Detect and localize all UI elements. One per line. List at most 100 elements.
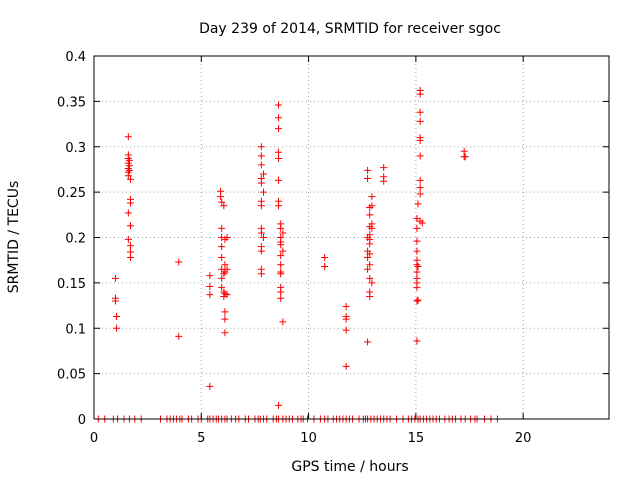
- data-point: [368, 279, 376, 287]
- data-point: [366, 292, 374, 300]
- data-point: [277, 241, 285, 249]
- data-point: [416, 136, 424, 144]
- data-point: [221, 308, 229, 316]
- data-point: [366, 274, 374, 282]
- x-tick-label: 0: [90, 431, 98, 446]
- data-point: [257, 143, 265, 151]
- y-tick-label: 0.05: [57, 368, 86, 383]
- data-point: [413, 224, 421, 232]
- chart-title: Day 239 of 2014, SRMTID for receiver sgo…: [199, 21, 501, 37]
- data-point: [416, 176, 424, 184]
- y-axis-label: SRMTID / TECUs: [6, 181, 22, 294]
- data-point: [277, 261, 285, 269]
- data-point: [275, 176, 283, 184]
- data-point: [257, 229, 265, 237]
- data-point: [364, 166, 372, 174]
- data-point: [380, 164, 388, 172]
- data-point: [366, 250, 374, 258]
- data-point: [413, 237, 421, 245]
- data-point: [275, 101, 283, 109]
- data-point: [221, 329, 229, 337]
- data-point: [342, 302, 350, 310]
- data-point: [342, 326, 350, 334]
- y-tick-label: 0.3: [65, 141, 86, 156]
- data-point: [257, 179, 265, 187]
- data-point: [257, 161, 265, 169]
- data-point: [279, 247, 287, 255]
- data-point: [279, 229, 287, 237]
- data-point: [218, 274, 226, 282]
- data-point: [113, 312, 121, 320]
- data-point: [416, 190, 424, 198]
- data-point: [223, 265, 231, 273]
- data-point: [366, 211, 374, 219]
- data-point: [342, 315, 350, 323]
- data-point: [124, 209, 132, 217]
- data-point: [277, 224, 285, 232]
- data-point: [126, 175, 134, 183]
- data-point: [380, 177, 388, 185]
- data-point: [368, 193, 376, 201]
- y-tick-label: 0.2: [65, 232, 86, 247]
- data-point: [260, 188, 268, 196]
- data-point: [277, 288, 285, 296]
- data-point: [277, 252, 285, 260]
- x-tick-label: 20: [515, 431, 532, 446]
- data-point: [275, 401, 283, 409]
- data-point: [126, 222, 134, 230]
- data-point: [218, 283, 226, 291]
- data-point: [257, 202, 265, 210]
- data-point: [218, 224, 226, 232]
- x-tick-label: 15: [408, 431, 425, 446]
- y-tick-label: 0.35: [57, 95, 86, 110]
- data-point: [126, 253, 134, 261]
- data-point: [221, 315, 229, 323]
- data-point: [124, 235, 132, 243]
- data-point: [218, 198, 226, 206]
- data-points: [94, 86, 501, 423]
- data-point: [416, 117, 424, 125]
- data-point: [368, 224, 376, 232]
- data-point: [414, 263, 422, 271]
- data-point: [364, 265, 372, 273]
- data-point: [217, 193, 225, 201]
- data-point: [416, 108, 424, 116]
- data-point: [223, 291, 231, 299]
- data-point: [275, 155, 283, 163]
- y-axis-tick-labels: 0 0.05 0.1 0.15 0.2 0.25 0.3 0.35 0.4: [57, 50, 86, 428]
- data-point: [275, 202, 283, 210]
- x-tick-label: 5: [197, 431, 205, 446]
- data-point: [260, 170, 268, 178]
- x-tick-label: 10: [300, 431, 317, 446]
- data-point: [416, 152, 424, 160]
- data-point: [218, 253, 226, 261]
- data-point: [413, 283, 421, 291]
- data-point: [257, 270, 265, 278]
- data-point: [206, 382, 214, 390]
- data-point: [416, 90, 424, 98]
- data-point: [220, 270, 228, 278]
- data-point: [364, 253, 372, 261]
- data-point: [277, 294, 285, 302]
- data-point: [257, 247, 265, 255]
- data-point: [223, 234, 231, 241]
- data-point: [368, 202, 376, 210]
- data-point: [275, 114, 283, 122]
- data-point: [206, 272, 214, 280]
- data-point: [260, 234, 268, 241]
- data-point: [414, 296, 422, 304]
- y-tick-label: 0.15: [57, 277, 86, 292]
- data-point: [413, 268, 421, 276]
- data-point: [218, 243, 226, 251]
- data-point: [461, 153, 469, 161]
- data-point: [124, 133, 132, 141]
- data-point: [206, 283, 214, 291]
- data-point: [220, 202, 228, 210]
- data-point: [275, 148, 283, 156]
- data-point: [277, 270, 285, 278]
- x-axis-label: GPS time / hours: [291, 459, 408, 475]
- data-point: [321, 253, 329, 261]
- data-point: [413, 337, 421, 345]
- data-point: [221, 261, 229, 269]
- data-point: [175, 258, 183, 266]
